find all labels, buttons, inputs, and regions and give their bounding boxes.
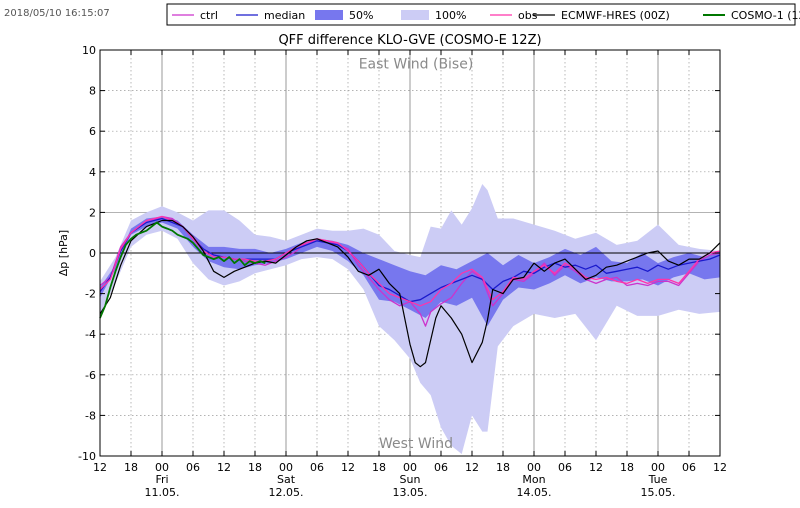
x-tick-label: 06 xyxy=(682,461,696,474)
day-date: 12.05. xyxy=(269,486,304,499)
x-tick-label: 06 xyxy=(558,461,572,474)
x-tick-label: 06 xyxy=(434,461,448,474)
series-line-median xyxy=(99,217,721,303)
legend-frame xyxy=(166,3,796,26)
series-line-obs xyxy=(99,215,721,307)
band-50-percent xyxy=(100,216,720,327)
plot-area: East Wind (Bise) West Wind xyxy=(99,49,721,457)
y-tick-label: 10 xyxy=(82,44,96,57)
annotation-west-wind: West Wind xyxy=(379,436,453,452)
series-line-cosmo-1-12z xyxy=(99,221,266,319)
y-tick-label: -8 xyxy=(85,409,96,422)
legend-label-median: median xyxy=(264,9,305,22)
series-line-ecmwf-hres-00z xyxy=(99,219,721,368)
x-tick-label: 18 xyxy=(620,461,634,474)
legend-swatch-50 xyxy=(315,10,343,20)
y-tick-label: 2 xyxy=(89,206,96,219)
annotation-east-wind: East Wind (Bise) xyxy=(359,56,474,72)
day-name: Mon xyxy=(522,473,545,486)
day-name: Tue xyxy=(648,473,668,486)
day-name: Fri xyxy=(155,473,168,486)
y-tick-label: -2 xyxy=(85,288,96,301)
x-tick-label: 12 xyxy=(93,461,107,474)
x-tick-label: 12 xyxy=(465,461,479,474)
y-axis-label: Δp [hPa] xyxy=(57,230,70,276)
legend-label-obs: obs xyxy=(518,9,538,22)
x-tick-label: 06 xyxy=(186,461,200,474)
x-tick-label: 06 xyxy=(310,461,324,474)
legend: ctrl median 50% 100% obs ECMWF-HRES (00Z) COSM… xyxy=(166,3,800,26)
day-date: 11.05. xyxy=(145,486,180,499)
day-date: 15.05. xyxy=(641,486,676,499)
y-tick-label: 8 xyxy=(89,85,96,98)
x-tick-label: 12 xyxy=(713,461,727,474)
ensemble-bands xyxy=(100,184,720,454)
x-tick-label: 00 xyxy=(279,461,293,474)
legend-label-cosmo-1-12z: COSMO-1 (12Z) xyxy=(731,9,800,22)
legend-label-100: 100% xyxy=(435,9,466,22)
x-tick-label: 00 xyxy=(651,461,665,474)
x-tick-label: 12 xyxy=(589,461,603,474)
x-tick-label: 18 xyxy=(248,461,262,474)
chart-title: QFF difference KLO-GVE (COSMO-E 12Z) xyxy=(278,33,541,48)
x-tick-label: 18 xyxy=(372,461,386,474)
x-tick-label: 12 xyxy=(217,461,231,474)
x-tick-label: 00 xyxy=(527,461,541,474)
y-tick-label: 0 xyxy=(89,247,96,260)
day-date: 13.05. xyxy=(393,486,428,499)
x-tick-label: 18 xyxy=(124,461,138,474)
day-date: 14.05. xyxy=(517,486,552,499)
y-axis-ticks: 10 8 6 4 2 0 -2 -4 -6 -8 -10 xyxy=(78,44,720,463)
x-tick-label: 00 xyxy=(155,461,169,474)
legend-label-50: 50% xyxy=(349,9,373,22)
day-name: Sun xyxy=(400,473,421,486)
x-axis-ticks: 12 18 00 06 12 18 00 06 12 18 00 06 12 18 00 06 12 18 00 06… xyxy=(93,50,727,474)
x-tick-label: 12 xyxy=(341,461,355,474)
series-lines xyxy=(99,215,721,368)
y-tick-label: -6 xyxy=(85,369,96,382)
day-name: Sat xyxy=(277,473,296,486)
y-tick-label: 4 xyxy=(89,166,96,179)
legend-label-ctrl: ctrl xyxy=(200,9,218,22)
x-tick-label: 18 xyxy=(496,461,510,474)
y-tick-label: -10 xyxy=(78,450,96,463)
legend-label-ecmwf-hres-00z: ECMWF-HRES (00Z) xyxy=(561,9,670,22)
x-tick-label: 00 xyxy=(403,461,417,474)
timestamp: 2018/05/10 16:15:07 xyxy=(4,8,110,19)
legend-swatch-100 xyxy=(401,10,429,20)
y-tick-label: 6 xyxy=(89,125,96,138)
y-tick-label: -4 xyxy=(85,328,96,341)
